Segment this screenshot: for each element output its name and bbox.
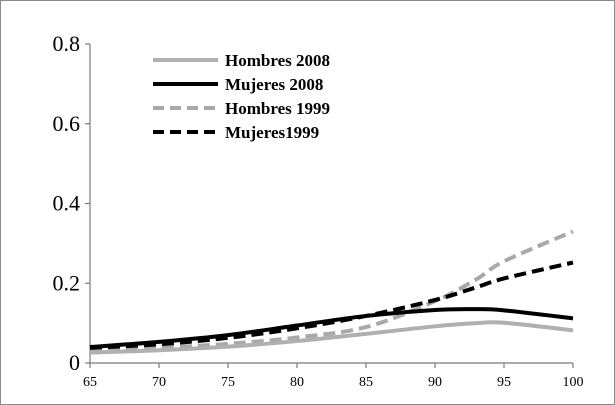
y-tick-label: 0.2 — [53, 270, 81, 295]
x-tick-label: 90 — [428, 375, 442, 390]
x-tick-label: 85 — [359, 375, 373, 390]
legend-label: Hombres 2008 — [225, 51, 330, 70]
y-tick-label: 0.4 — [53, 191, 81, 216]
y-tick-label: 0 — [69, 350, 80, 375]
series-layer — [89, 229, 574, 355]
x-tick-group: 65 70 75 80 85 90 95 100 — [83, 363, 584, 390]
x-tick-label: 75 — [221, 375, 235, 390]
y-tick-label: 0.6 — [53, 111, 81, 136]
y-tick-label: 0.8 — [53, 31, 81, 56]
x-tick-label: 65 — [83, 375, 97, 390]
series-line-hombres-1999 — [89, 229, 574, 354]
series-line-mujeres-2008 — [89, 307, 574, 350]
legend-label: Mujeres 2008 — [225, 75, 323, 94]
legend: Hombres 2008 Mujeres 2008 Hombres 1999 Muje… — [153, 51, 330, 142]
x-tick-label: 95 — [497, 375, 511, 390]
axes: 0 0.2 0.4 0.6 0.8 65 70 75 80 85 90 95 100 — [53, 31, 584, 390]
y-tick-group: 0 0.2 0.4 0.6 0.8 — [53, 31, 90, 375]
legend-label: Hombres 1999 — [225, 99, 330, 118]
series-line-hombres-2008 — [89, 320, 574, 355]
x-tick-label: 100 — [563, 375, 584, 390]
legend-label: Mujeres1999 — [225, 123, 319, 142]
x-tick-label: 80 — [290, 375, 304, 390]
x-tick-label: 70 — [152, 375, 166, 390]
